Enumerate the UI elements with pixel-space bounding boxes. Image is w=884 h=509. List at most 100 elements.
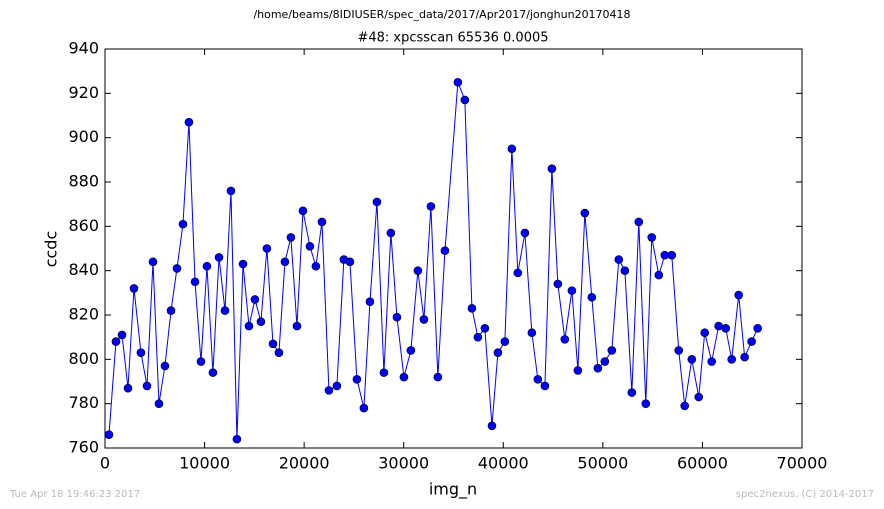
data-point: [413, 266, 423, 275]
data-point: [487, 421, 497, 431]
data-point: [352, 374, 362, 384]
data-point: [440, 246, 450, 256]
x-tick-label: 70000: [777, 454, 828, 473]
y-tick-label: 880: [68, 172, 99, 191]
data-point: [654, 270, 664, 280]
data-point: [208, 368, 218, 377]
data-point: [166, 306, 176, 315]
data-point: [154, 399, 164, 408]
data-point: [220, 306, 230, 315]
header: /home/beams/8IDIUSER/spec_data/2017/Apr2…: [253, 8, 630, 21]
data-point: [593, 363, 603, 373]
data-point: [286, 233, 296, 242]
data-point: [311, 261, 321, 271]
data-point: [727, 355, 737, 364]
data-point: [238, 259, 248, 269]
data-point: [406, 346, 416, 355]
y-tick-label: 900: [68, 127, 99, 146]
data-point: [178, 219, 188, 229]
data-point: [460, 95, 470, 105]
data-point: [734, 290, 743, 300]
data-point: [345, 257, 355, 267]
x-tick-label: 0: [100, 454, 110, 473]
data-point: [747, 337, 756, 346]
data-point: [507, 144, 517, 154]
data-point: [202, 261, 212, 271]
data-point: [540, 381, 550, 391]
data-point: [547, 164, 557, 173]
data-point: [232, 434, 242, 444]
data-point: [753, 323, 762, 333]
data-point: [580, 208, 590, 218]
data-point: [298, 206, 308, 216]
data-point: [372, 197, 382, 207]
data-point: [647, 233, 657, 242]
data-point: [607, 346, 617, 355]
data-point: [111, 337, 121, 346]
data-point: [513, 268, 523, 278]
data-point: [573, 366, 583, 375]
data-point: [667, 250, 677, 260]
data-point: [250, 295, 260, 304]
y-tick-label: 840: [68, 260, 99, 279]
y-tick-label: 780: [68, 393, 99, 412]
data-point: [117, 330, 127, 340]
x-tick-label: 40000: [478, 454, 529, 473]
data-point: [500, 337, 510, 346]
data-point: [707, 357, 716, 366]
data-point: [190, 277, 200, 287]
data-point: [426, 202, 436, 211]
data-point: [392, 312, 402, 322]
data-point: [379, 368, 389, 377]
data-point: [129, 284, 139, 293]
data-point: [560, 335, 570, 344]
data-point: [136, 348, 146, 357]
data-point: [214, 253, 224, 262]
data-point: [700, 328, 710, 338]
x-tick-label: 10000: [179, 454, 230, 473]
data-point: [226, 186, 236, 196]
data-point: [721, 323, 731, 333]
data-point: [714, 321, 723, 331]
data-point: [268, 339, 278, 349]
data-point: [567, 286, 577, 295]
data-point: [553, 279, 563, 289]
data-point: [172, 264, 182, 273]
data-point: [305, 241, 315, 251]
x-axis-label: img_n: [429, 480, 477, 500]
y-tick-label: 860: [68, 216, 99, 235]
x-tick-label: 60000: [677, 454, 728, 473]
data-point: [332, 381, 342, 391]
data-point: [694, 392, 704, 402]
data-point: [324, 386, 334, 395]
data-point: [262, 244, 272, 253]
data-point: [386, 228, 396, 238]
y-axis-label: ccdc: [42, 231, 61, 268]
data-point: [520, 228, 530, 238]
data-line: [108, 82, 759, 440]
data-point: [453, 77, 463, 87]
data-point: [687, 355, 697, 364]
data-point: [620, 266, 630, 275]
x-tick-label: 30000: [378, 454, 429, 473]
footer-left: Tue Apr 18 19:46:23 2017: [9, 489, 140, 500]
data-point: [280, 257, 290, 267]
data-point: [480, 323, 490, 333]
data-point: [184, 117, 194, 127]
data-point: [419, 315, 429, 324]
data-point: [433, 372, 443, 382]
data-point: [244, 321, 254, 331]
data-point: [148, 257, 158, 267]
data-point: [587, 292, 597, 302]
data-point: [641, 399, 651, 408]
data-point: [196, 357, 206, 366]
plot-frame: [104, 48, 803, 449]
data-point: [493, 348, 503, 357]
data-point: [473, 332, 483, 342]
data-point: [274, 348, 284, 357]
data-point: [600, 357, 610, 366]
y-tick-label: 800: [68, 349, 99, 368]
data-point: [123, 383, 133, 393]
data-point: [292, 321, 302, 331]
